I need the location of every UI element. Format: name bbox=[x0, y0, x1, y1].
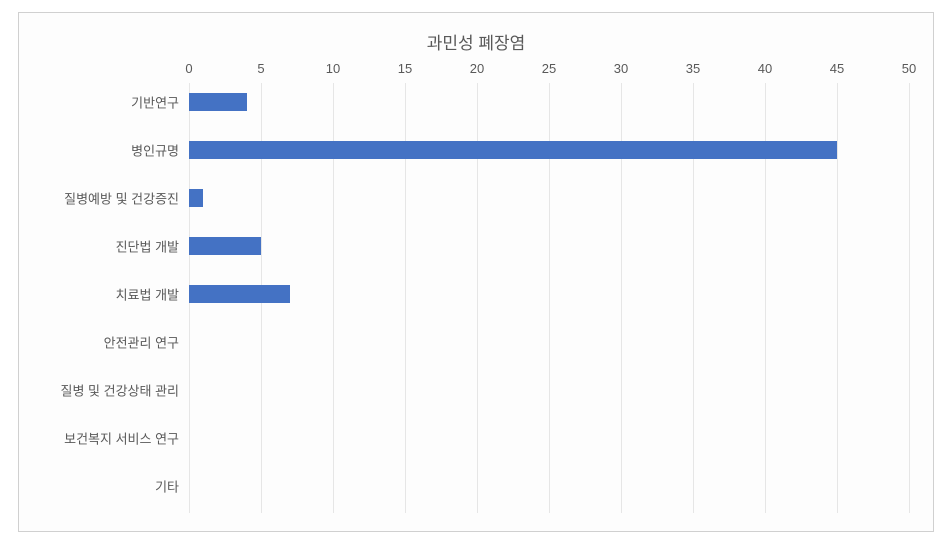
gridline bbox=[909, 83, 910, 513]
bar-row bbox=[189, 237, 261, 255]
x-tick-label: 30 bbox=[614, 61, 628, 76]
y-category-label: 보건복지 서비스 연구 bbox=[64, 429, 179, 448]
y-category-label: 병인규명 bbox=[131, 141, 179, 160]
x-tick-label: 35 bbox=[686, 61, 700, 76]
bar-row bbox=[189, 93, 247, 111]
chart-title: 과민성 폐장염 bbox=[19, 29, 933, 54]
y-category-label: 안전관리 연구 bbox=[104, 333, 179, 352]
gridline bbox=[837, 83, 838, 513]
bar-row bbox=[189, 141, 837, 159]
x-tick-label: 45 bbox=[830, 61, 844, 76]
x-tick-label: 25 bbox=[542, 61, 556, 76]
x-tick-label: 40 bbox=[758, 61, 772, 76]
bar bbox=[189, 93, 247, 111]
bar bbox=[189, 237, 261, 255]
x-tick-label: 10 bbox=[326, 61, 340, 76]
x-tick-label: 20 bbox=[470, 61, 484, 76]
x-tick-label: 15 bbox=[398, 61, 412, 76]
y-category-label: 질병예방 및 건강증진 bbox=[64, 189, 179, 208]
x-tick-label: 5 bbox=[257, 61, 264, 76]
y-category-label: 기반연구 bbox=[131, 93, 179, 112]
plot-area: 05101520253035404550 bbox=[189, 83, 909, 513]
bar-row bbox=[189, 285, 290, 303]
y-category-label: 질병 및 건강상태 관리 bbox=[61, 381, 179, 400]
y-category-label: 진단법 개발 bbox=[116, 237, 179, 256]
chart-container: 과민성 폐장염 05101520253035404550 기반연구병인규명질병예… bbox=[18, 12, 934, 532]
bar bbox=[189, 285, 290, 303]
x-tick-label: 50 bbox=[902, 61, 916, 76]
bar bbox=[189, 189, 203, 207]
bar bbox=[189, 141, 837, 159]
bar-row bbox=[189, 189, 203, 207]
y-category-label: 치료법 개발 bbox=[116, 285, 179, 304]
x-tick-label: 0 bbox=[185, 61, 192, 76]
y-category-label: 기타 bbox=[155, 477, 179, 496]
